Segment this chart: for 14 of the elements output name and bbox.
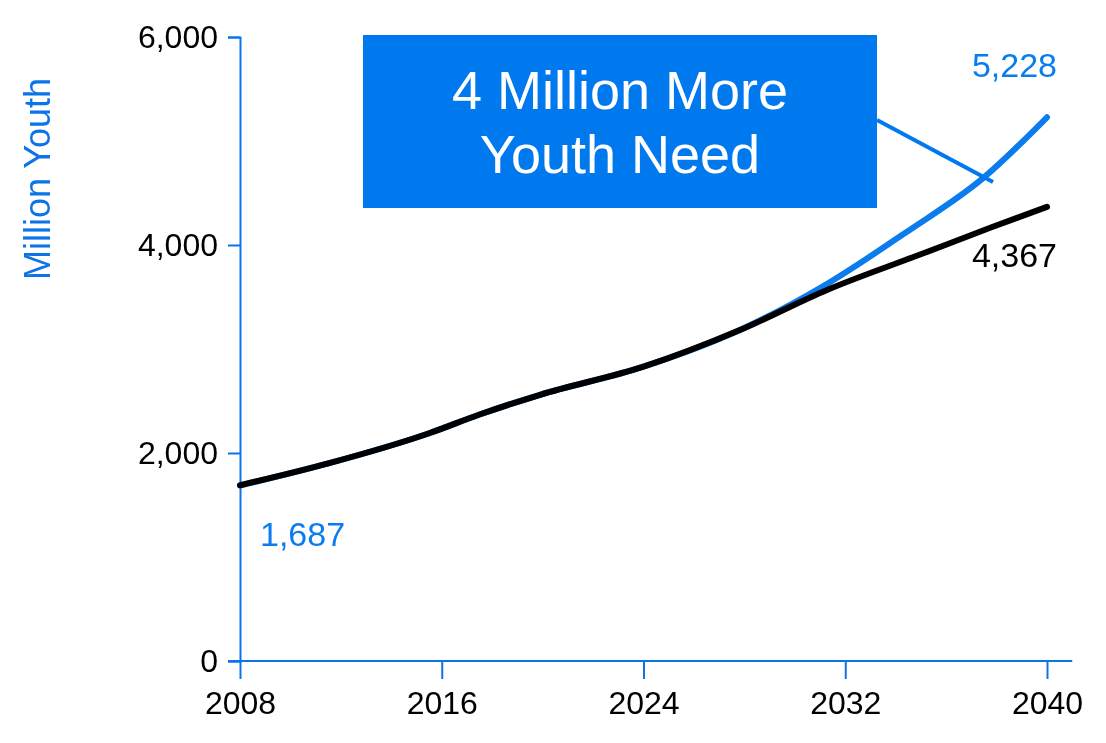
y-axis-title: Million Youth <box>17 77 58 281</box>
x-tick-label: 2024 <box>608 684 680 721</box>
y-tick-label: 0 <box>200 642 218 679</box>
x-tick-label: 2040 <box>1011 684 1084 721</box>
y-tick-label: 2,000 <box>137 434 218 471</box>
data-label: 1,687 <box>260 514 346 553</box>
y-tick-label: 4,000 <box>137 226 218 263</box>
y-tick-label: 6,000 <box>137 18 218 55</box>
annotation: 4 Million More Youth Need <box>451 59 789 184</box>
x-tick-label: 2032 <box>810 684 882 721</box>
x-tick-label: 2016 <box>406 684 478 721</box>
x-tick-label: 2008 <box>204 684 277 721</box>
data-label: 5,228 <box>971 46 1057 85</box>
data-label: 4,367 <box>971 235 1057 274</box>
